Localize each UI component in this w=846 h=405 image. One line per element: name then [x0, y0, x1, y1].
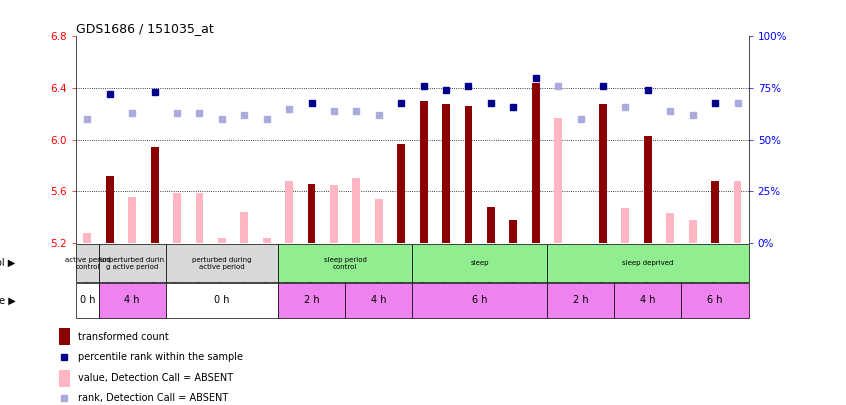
Bar — [285, 181, 293, 243]
Bar — [398, 144, 405, 243]
Bar — [547, 244, 749, 282]
Bar — [509, 220, 517, 243]
Text: value, Detection Call = ABSENT: value, Detection Call = ABSENT — [78, 373, 233, 383]
Text: GDS1686 / 151035_at: GDS1686 / 151035_at — [76, 22, 214, 35]
Bar — [577, 243, 585, 247]
Bar — [98, 244, 166, 282]
Bar — [277, 244, 413, 282]
Text: 0 h: 0 h — [80, 295, 95, 305]
Text: percentile rank within the sample: percentile rank within the sample — [78, 352, 243, 362]
Text: active period
control: active period control — [64, 256, 110, 270]
Text: unperturbed durin
g active period: unperturbed durin g active period — [100, 256, 164, 270]
Bar — [263, 238, 271, 243]
Text: sleep deprived: sleep deprived — [622, 260, 673, 266]
Bar — [420, 101, 427, 243]
Bar — [76, 244, 98, 282]
Text: 4 h: 4 h — [640, 295, 656, 305]
Bar — [129, 196, 136, 243]
Text: rank, Detection Call = ABSENT: rank, Detection Call = ABSENT — [78, 393, 228, 403]
Bar — [151, 147, 158, 243]
Bar — [195, 193, 203, 243]
Bar — [59, 328, 70, 345]
Bar — [681, 283, 749, 318]
Text: time ▶: time ▶ — [0, 295, 15, 305]
Bar — [413, 244, 547, 282]
Bar — [76, 283, 98, 318]
Bar — [644, 136, 651, 243]
Bar — [599, 104, 607, 243]
Text: 4 h: 4 h — [124, 295, 140, 305]
Bar — [547, 283, 614, 318]
Text: sleep: sleep — [470, 260, 489, 266]
Bar — [353, 179, 360, 243]
Bar — [622, 208, 629, 243]
Text: 6 h: 6 h — [707, 295, 722, 305]
Bar — [84, 232, 91, 243]
Bar — [98, 283, 166, 318]
Bar — [487, 207, 495, 243]
Text: 6 h: 6 h — [472, 295, 487, 305]
Bar — [464, 106, 472, 243]
Bar — [554, 118, 562, 243]
Bar — [733, 181, 741, 243]
Bar — [614, 283, 681, 318]
Bar — [413, 283, 547, 318]
Bar — [166, 283, 277, 318]
Bar — [218, 238, 226, 243]
Bar — [689, 220, 696, 243]
Bar — [375, 199, 382, 243]
Bar — [330, 185, 338, 243]
Text: transformed count: transformed count — [78, 332, 168, 341]
Text: 4 h: 4 h — [371, 295, 387, 305]
Bar — [532, 83, 540, 243]
Bar — [106, 176, 113, 243]
Bar — [442, 104, 450, 243]
Bar — [173, 193, 181, 243]
Bar — [277, 283, 345, 318]
Bar — [345, 283, 412, 318]
Text: sleep period
control: sleep period control — [324, 256, 366, 270]
Text: 2 h: 2 h — [573, 295, 588, 305]
Bar — [308, 183, 316, 243]
Bar — [240, 212, 248, 243]
Text: perturbed during
active period: perturbed during active period — [192, 256, 251, 270]
Text: 0 h: 0 h — [214, 295, 229, 305]
Text: protocol ▶: protocol ▶ — [0, 258, 15, 268]
Bar — [667, 213, 674, 243]
Text: 2 h: 2 h — [304, 295, 319, 305]
Bar — [711, 181, 719, 243]
Bar — [166, 244, 277, 282]
Bar — [59, 370, 70, 387]
